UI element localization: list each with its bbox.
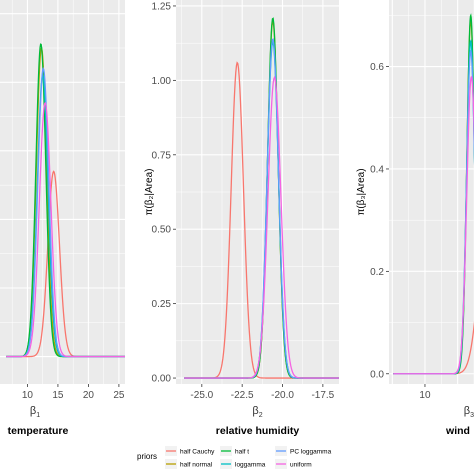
density-curve-half-cauchy bbox=[184, 61, 339, 379]
legend-label: PC loggamma bbox=[290, 449, 332, 456]
legend-item-half-cauchy: half Cauchy bbox=[165, 446, 215, 456]
x-axis-symbol: β3 bbox=[464, 405, 474, 419]
legend-item-uniform: uniform bbox=[275, 459, 312, 469]
y-tick-label: 0.4 bbox=[370, 164, 384, 175]
gridlines bbox=[0, 0, 125, 384]
y-tick-label: 0.6 bbox=[370, 62, 384, 73]
x-tick-label: 15 bbox=[52, 390, 64, 401]
plot-background bbox=[389, 0, 474, 384]
legend-label: half normal bbox=[180, 462, 213, 469]
x-tick-label: -17.5 bbox=[311, 390, 334, 401]
density-curves bbox=[393, 13, 474, 375]
y-tick-label: 1.00 bbox=[152, 76, 172, 87]
y-tick-label: 0.0 bbox=[370, 369, 384, 380]
y-tick-label: 1.25 bbox=[152, 1, 172, 12]
density-curve-uniform bbox=[393, 75, 474, 375]
gridlines bbox=[389, 0, 474, 384]
x-axis-title: relative humidity bbox=[216, 425, 300, 437]
legend-label: loggamma bbox=[235, 462, 266, 469]
x-tick-label: 20 bbox=[83, 390, 95, 401]
y-tick-label: 0.2 bbox=[370, 267, 384, 278]
x-tick-label: -25.0 bbox=[190, 390, 213, 401]
x-axis-symbol: β2 bbox=[252, 405, 262, 419]
density-curves bbox=[6, 43, 125, 358]
y-tick-label: 0.00 bbox=[152, 374, 172, 385]
x-tick-label: 10 bbox=[22, 390, 34, 401]
x-axis-title: temperature bbox=[8, 425, 69, 437]
legend-item-pc-loggamma: PC loggamma bbox=[275, 446, 332, 456]
x-tick-label: 25 bbox=[113, 390, 125, 401]
density-curves bbox=[184, 17, 339, 379]
legend-item-half-normal: half normal bbox=[165, 459, 213, 469]
density-curve-uniform bbox=[184, 75, 339, 379]
x-tick-label: -20.0 bbox=[271, 390, 294, 401]
legend-item-half-t: half t bbox=[220, 446, 249, 456]
panel-1: 10 15 20 25 β1 temperature bbox=[0, 0, 125, 437]
x-axis-title: wind bbox=[445, 425, 470, 437]
panels: 10 15 20 25 β1 temperature -25.0 -22.5 -20.0 -17.… bbox=[0, 0, 474, 437]
panel-3: 10 0.0 0.2 0.4 0.6 π(β₃|Area) β3 wind bbox=[356, 0, 474, 437]
y-axis-label: π(β₃|Area) bbox=[356, 168, 367, 215]
density-curve-uniform bbox=[6, 102, 125, 358]
x-tick-label: -22.5 bbox=[231, 390, 254, 401]
panel-2: -25.0 -22.5 -20.0 -17.5 0.00 0.25 0.50 0.75 1.00… bbox=[144, 0, 339, 437]
legend-item-loggamma: loggamma bbox=[220, 459, 266, 469]
x-axis-symbol: β1 bbox=[30, 405, 40, 419]
legend-label: half Cauchy bbox=[180, 449, 215, 456]
legend-title: priors bbox=[137, 452, 157, 461]
y-axis-label: π(β₂|Area) bbox=[144, 169, 155, 216]
legend-label: half t bbox=[235, 449, 249, 456]
y-tick-label: 0.75 bbox=[152, 150, 172, 161]
legend: priors half Cauchy half normal half t loggam… bbox=[137, 446, 332, 469]
legend-label: uniform bbox=[290, 462, 312, 469]
x-tick-label: 10 bbox=[419, 390, 431, 401]
y-tick-label: 0.50 bbox=[152, 225, 172, 236]
plot-background bbox=[0, 0, 125, 384]
y-tick-label: 0.25 bbox=[152, 299, 172, 310]
